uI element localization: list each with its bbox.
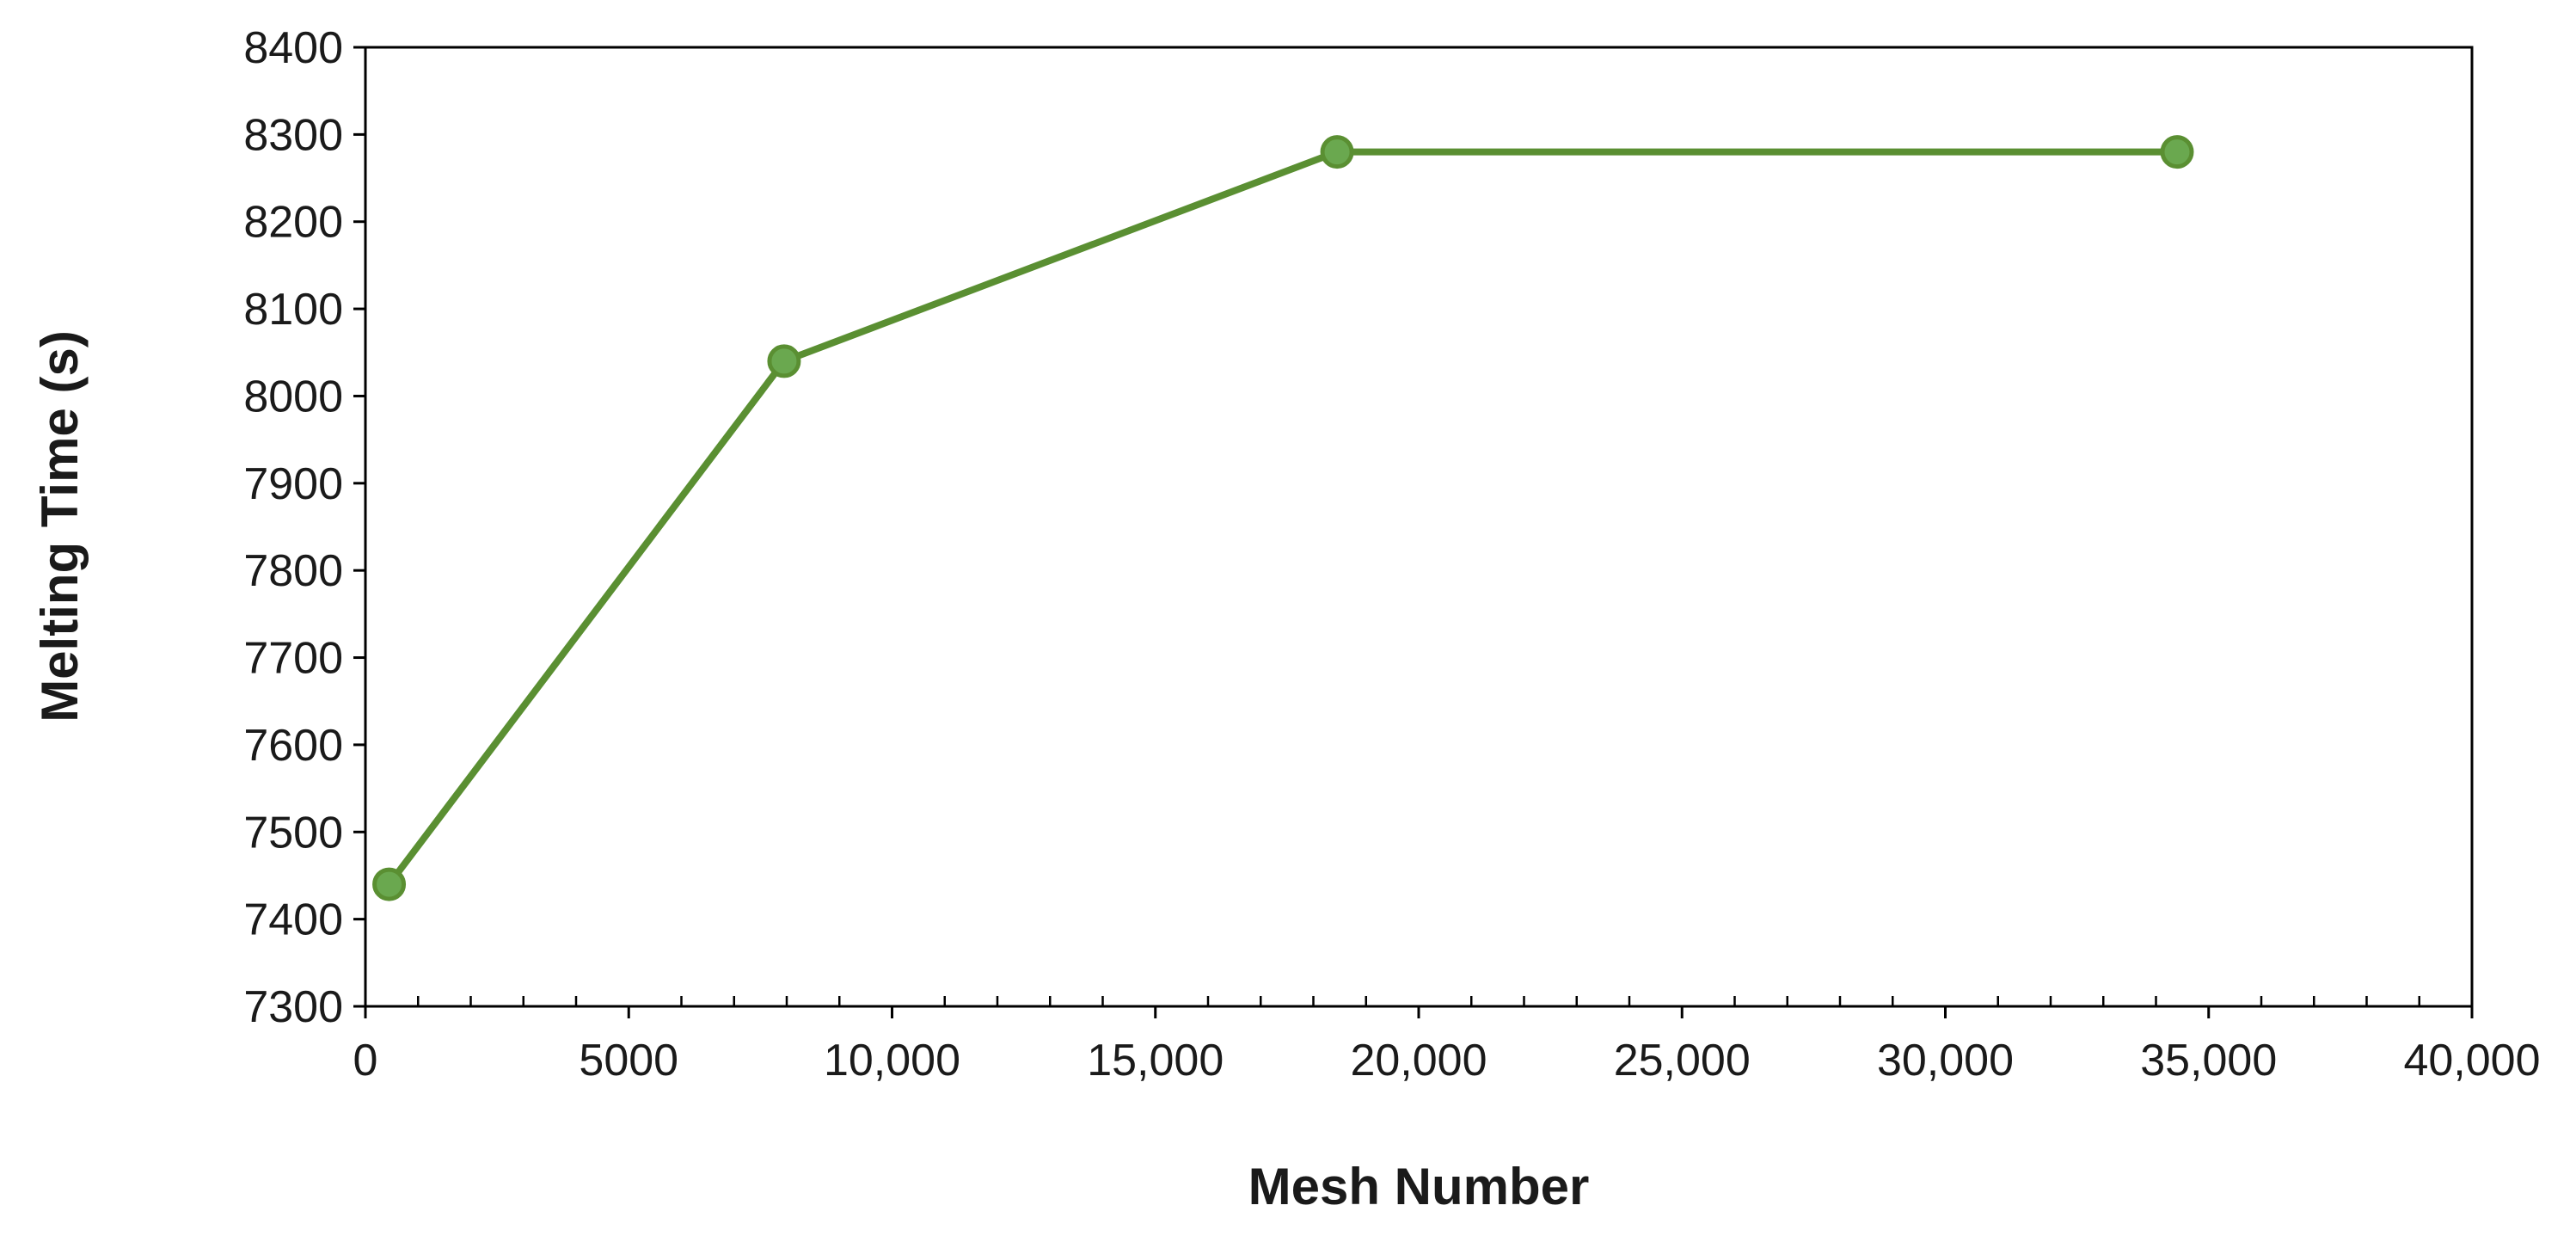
x-tick-label: 20,000 — [1350, 1036, 1487, 1085]
y-tick-label: 7500 — [243, 808, 343, 858]
y-tick-label: 8300 — [243, 110, 343, 160]
series-group — [372, 135, 2194, 901]
data-point — [372, 867, 407, 901]
x-tick-label: 25,000 — [1614, 1036, 1751, 1085]
y-tick-label: 8100 — [243, 285, 343, 335]
x-tick-label: 40,000 — [2403, 1036, 2540, 1085]
y-tick-label: 8200 — [243, 198, 343, 248]
x-tick-label: 5000 — [579, 1036, 678, 1085]
y-tick-label: 7600 — [243, 721, 343, 771]
data-point — [2160, 135, 2194, 169]
y-tick-label: 8000 — [243, 372, 343, 421]
x-axis-ticks: 0 5000 10,000 15,000 20,000 25,000 30,000 35,00… — [353, 996, 2541, 1085]
plot-area — [364, 46, 2474, 1008]
y-tick-label: 7400 — [243, 895, 343, 945]
x-tick-label: 0 — [353, 1036, 378, 1085]
x-tick-label: 10,000 — [824, 1036, 960, 1085]
x-tick-label: 30,000 — [1877, 1036, 2014, 1085]
y-tick-label: 7300 — [243, 982, 343, 1032]
y-axis-ticks: 7300 7400 7500 7600 7700 7800 7900 8000 8100 8200… — [243, 23, 365, 1032]
data-point — [767, 344, 801, 378]
y-tick-label: 8400 — [243, 23, 343, 73]
x-tick-label: 35,000 — [2140, 1036, 2277, 1085]
y-axis-title: Melting Time (s) — [31, 330, 89, 723]
y-tick-label: 7700 — [243, 634, 343, 684]
x-axis-title: Mesh Number — [1248, 1158, 1590, 1215]
y-tick-label: 7800 — [243, 546, 343, 596]
series-line — [386, 148, 2177, 887]
y-tick-label: 7900 — [243, 459, 343, 509]
data-point — [1320, 135, 1354, 169]
x-tick-label: 15,000 — [1087, 1036, 1224, 1085]
